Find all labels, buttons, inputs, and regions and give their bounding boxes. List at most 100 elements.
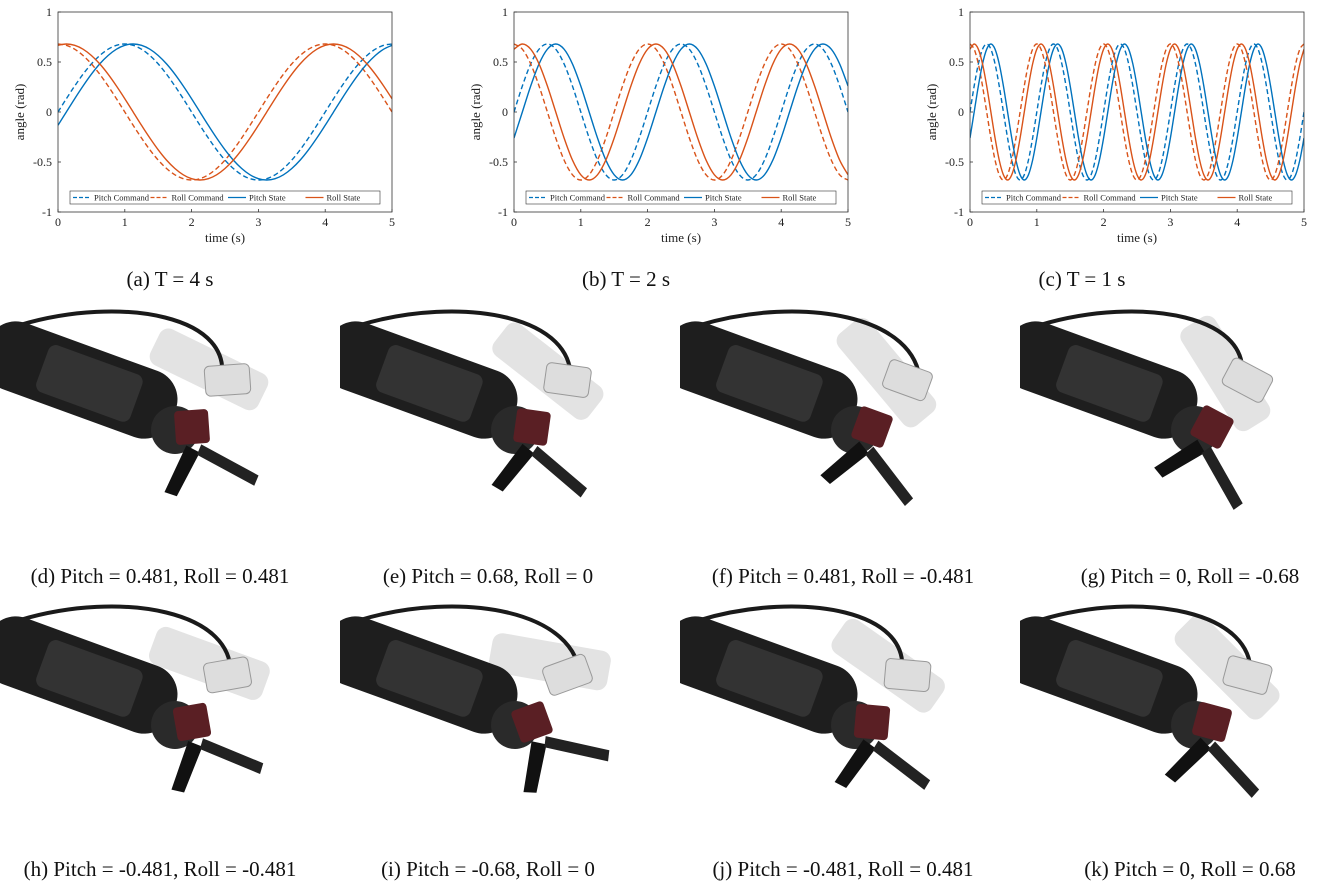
charts: -1 -0.5 0 0.5 1 0 1 2 3 4 5 time (s) angle (rad) Pitc… [12,5,1307,291]
series-line [970,43,1304,181]
cable [359,309,573,386]
motor-block [1190,405,1234,449]
robot-photo [1020,600,1325,805]
line-chart: -1 -0.5 0 0.5 1 0 1 2 3 4 5 time (s) angle (rad) Pitc… [468,5,851,291]
legend-label: Roll State [1239,193,1273,203]
arm-rib [716,345,823,422]
finger [523,741,547,793]
x-tick-label: 1 [1034,215,1040,229]
x-tick-label: 0 [55,215,61,229]
series-line [514,43,848,181]
robot-photo [340,600,645,805]
legend-label: Roll Command [628,193,681,203]
photo-caption: (f) Pitch = 0.481, Roll = -0.481 [711,564,975,588]
sensor-box [883,658,932,693]
finger [834,739,876,788]
photo-art [1020,604,1280,798]
motor-block [174,409,210,445]
legend-label: Pitch Command [550,193,606,203]
chart-caption: (a) T = 4 s [127,267,214,291]
chart-caption: (b) T = 2 s [582,267,670,291]
photo-caption: (g) Pitch = 0, Roll = -0.68 [1080,564,1300,588]
legend-label: Pitch Command [1006,193,1062,203]
x-tick-label: 0 [967,215,973,229]
finger [196,444,259,486]
arm-rib [1056,345,1163,422]
legend-label: Roll State [327,193,361,203]
x-axis-label: time (s) [661,230,701,245]
motor-block [853,703,891,741]
plot-frame [969,11,1305,213]
motor-block [851,406,893,448]
series-line [514,43,848,181]
photo-art [1020,309,1274,510]
legend-box [525,190,837,205]
cable [699,309,922,386]
legend-label: Roll Command [1084,193,1137,203]
y-tick-label: -1 [42,205,52,219]
chart-caption: (c) T = 1 s [1039,267,1126,291]
arm-rib [716,640,823,717]
y-tick-label: -0.5 [489,155,508,169]
sensor-box [203,656,252,694]
y-tick-label: 0.5 [493,55,508,69]
plot-frame [513,11,849,213]
motor-block [511,701,553,743]
x-tick-label: 5 [845,215,851,229]
y-axis-label: angle (rad) [12,84,27,141]
finger [1201,446,1243,510]
sensor-box [203,363,252,397]
legend-box [69,190,381,205]
y-tick-label: 0.5 [949,55,964,69]
finger [820,441,869,485]
photo-caption: (e) Pitch = 0.68, Roll = 0 [382,564,594,588]
finger [1154,439,1206,478]
photo-art [680,604,945,790]
motor-block [172,702,212,742]
arm-rib [36,640,143,717]
robot-photo [340,305,645,548]
photo-caption: (j) Pitch = -0.481, Roll = 0.481 [712,857,974,881]
x-tick-label: 4 [322,215,328,229]
legend-label: Pitch State [705,193,742,203]
series-line [58,43,392,181]
arm-rib [376,345,483,422]
sensor-box [543,362,592,398]
photo-caption: (h) Pitch = -0.481, Roll = -0.481 [23,857,297,881]
legend-label: Pitch State [249,193,286,203]
sensor-box [1222,655,1273,695]
y-tick-label: -1 [498,205,508,219]
y-axis-label: angle (rad) [468,84,483,141]
x-tick-label: 4 [778,215,784,229]
motor-block [1192,702,1232,742]
robot-photo [0,600,305,805]
finger [164,445,200,497]
photo-art [340,604,611,793]
series-line [514,43,848,181]
finger [171,740,203,793]
x-tick-label: 5 [389,215,395,229]
y-tick-label: 0 [958,105,964,119]
y-tick-label: -0.5 [945,155,964,169]
x-tick-label: 2 [189,215,195,229]
x-tick-label: 3 [711,215,717,229]
series-line [970,43,1304,181]
cable [19,604,233,681]
series-line [58,43,392,181]
photo-art [340,309,604,498]
legend-label: Pitch State [1161,193,1198,203]
finger [1164,737,1212,783]
robot-photo [1020,305,1325,548]
sensor-box [1221,357,1274,403]
photo-art [0,309,269,497]
x-tick-label: 1 [122,215,128,229]
y-tick-label: 0.5 [37,55,52,69]
x-tick-label: 1 [578,215,584,229]
x-tick-label: 5 [1301,215,1307,229]
plot-frame [57,11,393,213]
arm-rib [376,640,483,717]
photo-caption: (i) Pitch = -0.68, Roll = 0 [381,857,595,881]
arm-rib [36,345,143,422]
series-line [58,43,392,181]
x-tick-label: 4 [1234,215,1240,229]
